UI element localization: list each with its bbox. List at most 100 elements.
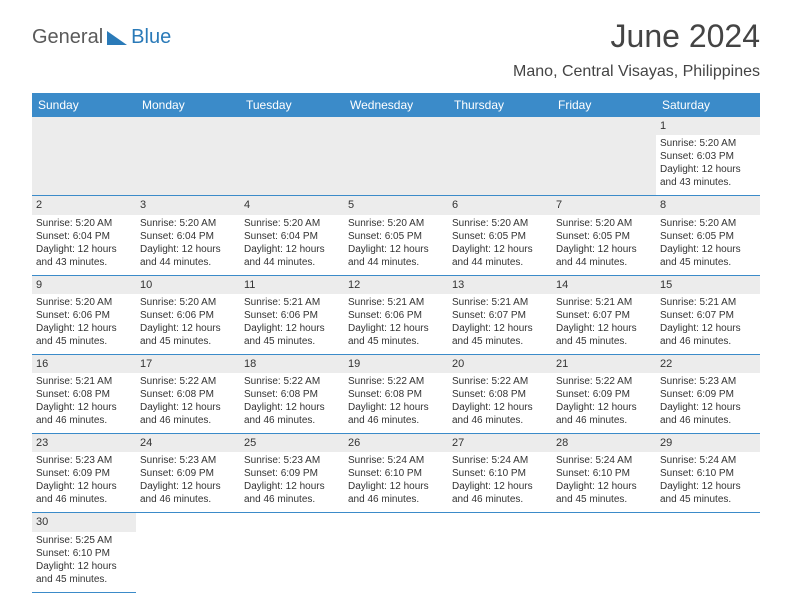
cell-text-d2: and 46 minutes.: [556, 414, 652, 427]
calendar-cell: [552, 117, 656, 196]
calendar-cell: 17Sunrise: 5:22 AMSunset: 6:08 PMDayligh…: [136, 354, 240, 433]
calendar-cell: 11Sunrise: 5:21 AMSunset: 6:06 PMDayligh…: [240, 275, 344, 354]
day-header: Thursday: [448, 93, 552, 117]
cell-text-d2: and 45 minutes.: [660, 493, 756, 506]
cell-text-d2: and 44 minutes.: [140, 256, 236, 269]
day-number: 28: [552, 434, 656, 452]
cell-text-ss: Sunset: 6:08 PM: [452, 388, 548, 401]
cell-text-d2: and 45 minutes.: [660, 256, 756, 269]
cell-text-ss: Sunset: 6:09 PM: [244, 467, 340, 480]
day-number: 12: [344, 276, 448, 294]
cell-text-sr: Sunrise: 5:23 AM: [244, 454, 340, 467]
calendar-week-row: 2Sunrise: 5:20 AMSunset: 6:04 PMDaylight…: [32, 196, 760, 275]
cell-text-ss: Sunset: 6:06 PM: [36, 309, 132, 322]
cell-text-ss: Sunset: 6:10 PM: [348, 467, 444, 480]
cell-text-d2: and 45 minutes.: [140, 335, 236, 348]
day-number: 8: [656, 196, 760, 214]
cell-text-d1: Daylight: 12 hours: [36, 322, 132, 335]
cell-text-d2: and 46 minutes.: [244, 414, 340, 427]
calendar-cell: [344, 513, 448, 592]
day-number: 22: [656, 355, 760, 373]
cell-text-sr: Sunrise: 5:24 AM: [348, 454, 444, 467]
calendar-cell: [656, 513, 760, 592]
cell-text-d2: and 45 minutes.: [556, 493, 652, 506]
cell-text-d1: Daylight: 12 hours: [140, 401, 236, 414]
cell-text-sr: Sunrise: 5:21 AM: [244, 296, 340, 309]
calendar-cell: 23Sunrise: 5:23 AMSunset: 6:09 PMDayligh…: [32, 434, 136, 513]
cell-text-sr: Sunrise: 5:24 AM: [556, 454, 652, 467]
calendar-table: SundayMondayTuesdayWednesdayThursdayFrid…: [32, 93, 760, 593]
cell-text-d1: Daylight: 12 hours: [348, 322, 444, 335]
cell-text-d2: and 43 minutes.: [660, 176, 756, 189]
day-header: Sunday: [32, 93, 136, 117]
cell-text-d2: and 46 minutes.: [660, 335, 756, 348]
cell-text-d1: Daylight: 12 hours: [452, 401, 548, 414]
cell-text-d1: Daylight: 12 hours: [140, 322, 236, 335]
logo-text-general: General: [32, 26, 103, 49]
day-number: 5: [344, 196, 448, 214]
day-header: Tuesday: [240, 93, 344, 117]
cell-text-d2: and 46 minutes.: [660, 414, 756, 427]
calendar-cell: 9Sunrise: 5:20 AMSunset: 6:06 PMDaylight…: [32, 275, 136, 354]
day-number: 25: [240, 434, 344, 452]
day-number: 21: [552, 355, 656, 373]
cell-text-ss: Sunset: 6:07 PM: [452, 309, 548, 322]
day-header: Wednesday: [344, 93, 448, 117]
day-number: 11: [240, 276, 344, 294]
day-number: 10: [136, 276, 240, 294]
cell-text-ss: Sunset: 6:07 PM: [660, 309, 756, 322]
calendar-cell: 22Sunrise: 5:23 AMSunset: 6:09 PMDayligh…: [656, 354, 760, 433]
cell-text-d1: Daylight: 12 hours: [348, 401, 444, 414]
cell-text-d1: Daylight: 12 hours: [36, 480, 132, 493]
calendar-cell: [32, 117, 136, 196]
cell-text-sr: Sunrise: 5:24 AM: [452, 454, 548, 467]
day-number: 15: [656, 276, 760, 294]
cell-text-ss: Sunset: 6:05 PM: [660, 230, 756, 243]
cell-text-sr: Sunrise: 5:22 AM: [244, 375, 340, 388]
cell-text-ss: Sunset: 6:10 PM: [660, 467, 756, 480]
cell-text-sr: Sunrise: 5:21 AM: [556, 296, 652, 309]
calendar-cell: [136, 117, 240, 196]
calendar-cell: 21Sunrise: 5:22 AMSunset: 6:09 PMDayligh…: [552, 354, 656, 433]
cell-text-ss: Sunset: 6:08 PM: [36, 388, 132, 401]
day-number: 7: [552, 196, 656, 214]
cell-text-ss: Sunset: 6:06 PM: [348, 309, 444, 322]
day-number: 19: [344, 355, 448, 373]
cell-text-sr: Sunrise: 5:23 AM: [140, 454, 236, 467]
cell-text-d1: Daylight: 12 hours: [36, 560, 132, 573]
calendar-cell: 18Sunrise: 5:22 AMSunset: 6:08 PMDayligh…: [240, 354, 344, 433]
calendar-cell: 16Sunrise: 5:21 AMSunset: 6:08 PMDayligh…: [32, 354, 136, 433]
calendar-cell: [240, 117, 344, 196]
logo: General Blue: [32, 26, 171, 49]
cell-text-d2: and 45 minutes.: [244, 335, 340, 348]
cell-text-sr: Sunrise: 5:22 AM: [140, 375, 236, 388]
calendar-cell: 29Sunrise: 5:24 AMSunset: 6:10 PMDayligh…: [656, 434, 760, 513]
cell-text-d1: Daylight: 12 hours: [556, 322, 652, 335]
cell-text-d1: Daylight: 12 hours: [556, 480, 652, 493]
cell-text-d2: and 45 minutes.: [452, 335, 548, 348]
day-number: 26: [344, 434, 448, 452]
cell-text-d2: and 44 minutes.: [556, 256, 652, 269]
day-number: 4: [240, 196, 344, 214]
month-title: June 2024: [513, 18, 760, 55]
cell-text-ss: Sunset: 6:09 PM: [660, 388, 756, 401]
cell-text-sr: Sunrise: 5:20 AM: [452, 217, 548, 230]
cell-text-ss: Sunset: 6:09 PM: [556, 388, 652, 401]
cell-text-d1: Daylight: 12 hours: [244, 401, 340, 414]
day-number: 13: [448, 276, 552, 294]
cell-text-ss: Sunset: 6:09 PM: [36, 467, 132, 480]
calendar-cell: [552, 513, 656, 592]
cell-text-sr: Sunrise: 5:25 AM: [36, 534, 132, 547]
day-number: 1: [656, 117, 760, 135]
calendar-week-row: 9Sunrise: 5:20 AMSunset: 6:06 PMDaylight…: [32, 275, 760, 354]
cell-text-d1: Daylight: 12 hours: [140, 243, 236, 256]
calendar-cell: 24Sunrise: 5:23 AMSunset: 6:09 PMDayligh…: [136, 434, 240, 513]
cell-text-ss: Sunset: 6:09 PM: [140, 467, 236, 480]
cell-text-d2: and 45 minutes.: [348, 335, 444, 348]
calendar-cell: 27Sunrise: 5:24 AMSunset: 6:10 PMDayligh…: [448, 434, 552, 513]
cell-text-ss: Sunset: 6:10 PM: [452, 467, 548, 480]
calendar-cell: 5Sunrise: 5:20 AMSunset: 6:05 PMDaylight…: [344, 196, 448, 275]
day-number: 3: [136, 196, 240, 214]
cell-text-d1: Daylight: 12 hours: [140, 480, 236, 493]
calendar-cell: [136, 513, 240, 592]
